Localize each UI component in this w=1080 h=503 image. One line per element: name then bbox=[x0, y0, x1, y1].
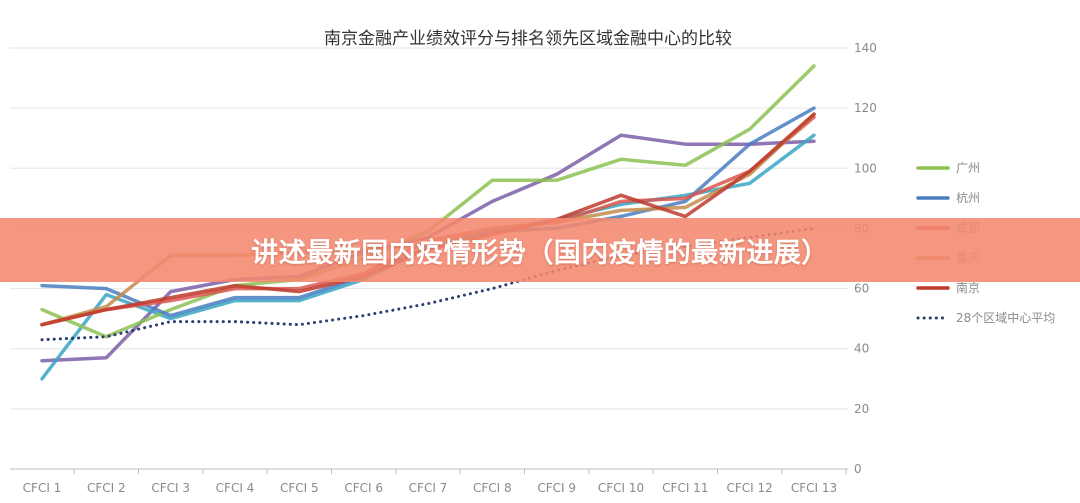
legend-label: 南京 bbox=[956, 280, 980, 295]
x-tick-label: CFCI 3 bbox=[151, 481, 190, 495]
headline-text: 讲述最新国内疫情形势（国内疫情的最新进展） bbox=[251, 237, 829, 269]
y-tick-label: 120 bbox=[854, 101, 877, 115]
x-tick-label: CFCI 10 bbox=[598, 481, 644, 495]
legend-label: 28个区域中心平均 bbox=[956, 310, 1055, 325]
x-tick-label: CFCI 13 bbox=[791, 481, 837, 495]
y-tick-label: 140 bbox=[854, 41, 877, 55]
x-axis-ticks: CFCI 1 CFCI 2 CFCI 3 CFCI 4 CFCI 5 CFCI 6 CFCI… bbox=[23, 469, 847, 495]
x-tick-label: CFCI 6 bbox=[344, 481, 383, 495]
x-tick-label: CFCI 2 bbox=[87, 481, 126, 495]
x-tick-label: CFCI 8 bbox=[473, 481, 512, 495]
y-axis-ticks: 020406080100120140 bbox=[854, 41, 877, 476]
x-tick-label: CFCI 5 bbox=[280, 481, 319, 495]
x-tick-label: CFCI 9 bbox=[537, 481, 576, 495]
y-tick-label: 20 bbox=[854, 402, 869, 416]
legend-label: 广州 bbox=[956, 161, 980, 175]
y-tick-label: 100 bbox=[854, 161, 877, 175]
x-tick-label: CFCI 11 bbox=[662, 481, 708, 495]
x-tick-label: CFCI 7 bbox=[409, 481, 448, 495]
y-tick-label: 40 bbox=[854, 342, 869, 356]
legend-label: 杭州 bbox=[956, 190, 980, 205]
x-tick-label: CFCI 12 bbox=[727, 481, 773, 495]
series-line bbox=[40, 106, 816, 318]
x-tick-label: CFCI 4 bbox=[216, 481, 255, 495]
chart-title: 南京金融产业绩效评分与排名领先区域金融中心的比较 bbox=[324, 29, 732, 49]
y-tick-label: 60 bbox=[854, 282, 869, 296]
y-tick-label: 0 bbox=[854, 462, 862, 476]
x-tick-label: CFCI 1 bbox=[23, 481, 62, 495]
headline-banner: 讲述最新国内疫情形势（国内疫情的最新进展） bbox=[0, 218, 1080, 282]
